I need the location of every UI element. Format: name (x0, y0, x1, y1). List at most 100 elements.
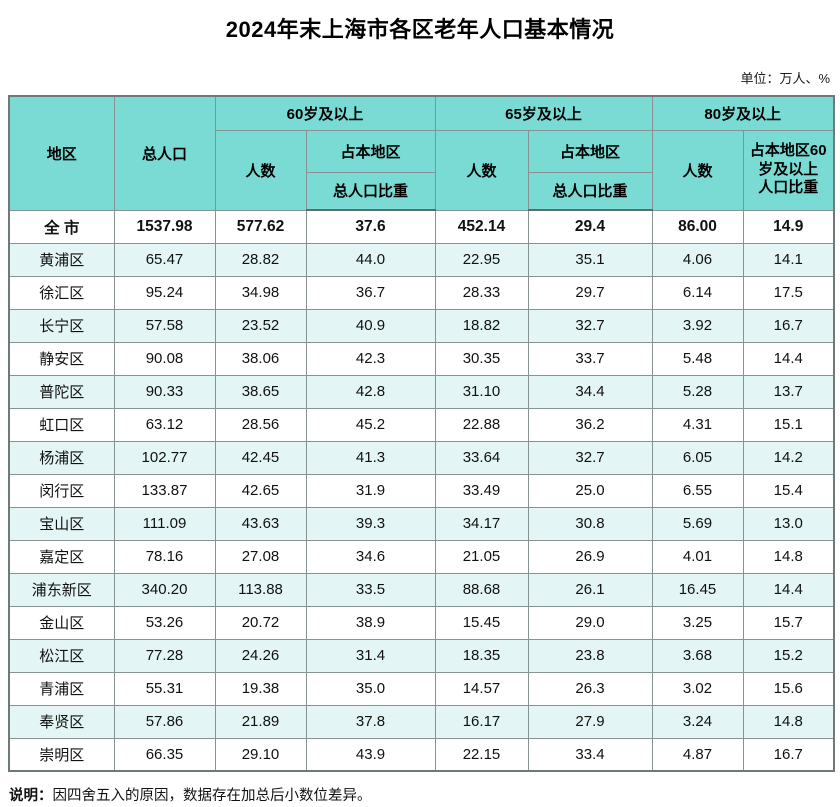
value-cell: 33.49 (434, 473, 529, 508)
unit-note: 单位：万人、% (740, 71, 830, 86)
table-row: 宝山区 111.09 43.63 39.3 34.17 30.8 5.69 13.0 (8, 506, 835, 541)
value-cell: 13.0 (742, 506, 835, 541)
value-cell: 19.38 (214, 671, 307, 706)
value-cell: 22.88 (434, 407, 529, 442)
value-cell: 15.45 (434, 605, 529, 640)
table-row: 杨浦区 102.77 42.45 41.3 33.64 32.7 6.05 14.2 (8, 440, 835, 475)
value-cell: 4.87 (651, 737, 744, 772)
value-cell: 53.26 (113, 605, 216, 640)
value-cell: 5.69 (651, 506, 744, 541)
value-cell: 34.4 (527, 374, 653, 409)
footnote-text: 因四舍五入的原因，数据存在加总后小数位差异。 (52, 788, 372, 804)
region-cell: 闵行区 (8, 473, 115, 508)
table-row: 普陀区 90.33 38.65 42.8 31.10 34.4 5.28 13.7 (8, 374, 835, 409)
header-count-80: 人数 (651, 129, 744, 211)
value-cell: 3.25 (651, 605, 744, 640)
value-cell: 26.1 (527, 572, 653, 607)
header-ratio-65-top: 占本地区 (527, 129, 653, 173)
value-cell: 28.56 (214, 407, 307, 442)
value-cell: 31.10 (434, 374, 529, 409)
header-count-60: 人数 (214, 129, 307, 211)
value-cell: 4.01 (651, 539, 744, 574)
value-cell: 22.15 (434, 737, 529, 772)
value-cell: 29.7 (527, 275, 653, 310)
value-cell: 15.6 (742, 671, 835, 706)
region-cell: 虹口区 (8, 407, 115, 442)
value-cell: 42.65 (214, 473, 307, 508)
region-cell: 浦东新区 (8, 572, 115, 607)
table-row: 金山区 53.26 20.72 38.9 15.45 29.0 3.25 15.7 (8, 605, 835, 640)
value-cell: 102.77 (113, 440, 216, 475)
value-cell: 5.28 (651, 374, 744, 409)
value-cell: 42.45 (214, 440, 307, 475)
table-row: 长宁区 57.58 23.52 40.9 18.82 32.7 3.92 16.7 (8, 308, 835, 343)
value-cell: 32.7 (527, 308, 653, 343)
value-cell: 13.7 (742, 374, 835, 409)
value-cell: 77.28 (113, 638, 216, 673)
value-cell: 37.8 (305, 704, 436, 739)
value-cell: 16.45 (651, 572, 744, 607)
value-cell: 25.0 (527, 473, 653, 508)
region-cell: 静安区 (8, 341, 115, 376)
header-ratio-60-top: 占本地区 (305, 129, 436, 173)
value-cell: 15.1 (742, 407, 835, 442)
value-cell: 14.9 (742, 209, 835, 244)
value-cell: 38.06 (214, 341, 307, 376)
region-cell: 徐汇区 (8, 275, 115, 310)
value-cell: 15.7 (742, 605, 835, 640)
value-cell: 41.3 (305, 440, 436, 475)
value-cell: 31.9 (305, 473, 436, 508)
value-cell: 34.6 (305, 539, 436, 574)
region-cell: 全 市 (8, 209, 115, 244)
value-cell: 55.31 (113, 671, 216, 706)
value-cell: 42.3 (305, 341, 436, 376)
value-cell: 45.2 (305, 407, 436, 442)
value-cell: 36.7 (305, 275, 436, 310)
value-cell: 27.08 (214, 539, 307, 574)
table-row: 奉贤区 57.86 21.89 37.8 16.17 27.9 3.24 14.8 (8, 704, 835, 739)
value-cell: 5.48 (651, 341, 744, 376)
value-cell: 4.31 (651, 407, 744, 442)
header-ratio-65-bottom: 总人口比重 (527, 171, 653, 211)
table-row: 浦东新区 340.20 113.88 33.5 88.68 26.1 16.45 14.4 (8, 572, 835, 607)
value-cell: 23.8 (527, 638, 653, 673)
value-cell: 35.1 (527, 242, 653, 277)
value-cell: 32.7 (527, 440, 653, 475)
value-cell: 26.9 (527, 539, 653, 574)
value-cell: 22.95 (434, 242, 529, 277)
value-cell: 14.4 (742, 572, 835, 607)
value-cell: 340.20 (113, 572, 216, 607)
value-cell: 57.58 (113, 308, 216, 343)
value-cell: 24.26 (214, 638, 307, 673)
value-cell: 33.4 (527, 737, 653, 772)
value-cell: 78.16 (113, 539, 216, 574)
header-group-65plus: 65岁及以上 (434, 95, 653, 131)
value-cell: 452.14 (434, 209, 529, 244)
region-cell: 杨浦区 (8, 440, 115, 475)
value-cell: 40.9 (305, 308, 436, 343)
value-cell: 3.92 (651, 308, 744, 343)
value-cell: 17.5 (742, 275, 835, 310)
value-cell: 14.8 (742, 704, 835, 739)
value-cell: 90.33 (113, 374, 216, 409)
header-ratio-80: 占本地区60 岁及以上 人口比重 (742, 129, 835, 211)
value-cell: 29.0 (527, 605, 653, 640)
value-cell: 90.08 (113, 341, 216, 376)
value-cell: 6.55 (651, 473, 744, 508)
region-cell: 金山区 (8, 605, 115, 640)
value-cell: 88.68 (434, 572, 529, 607)
value-cell: 44.0 (305, 242, 436, 277)
value-cell: 30.8 (527, 506, 653, 541)
region-cell: 宝山区 (8, 506, 115, 541)
page-title: 2024年末上海市各区老年人口基本情况 (225, 17, 615, 42)
value-cell: 111.09 (113, 506, 216, 541)
value-cell: 14.1 (742, 242, 835, 277)
region-cell: 黄浦区 (8, 242, 115, 277)
table-row: 嘉定区 78.16 27.08 34.6 21.05 26.9 4.01 14.8 (8, 539, 835, 574)
value-cell: 577.62 (214, 209, 307, 244)
header-total-population: 总人口 (113, 95, 216, 211)
footnote-label: 说明： (9, 788, 53, 804)
table-body: 全 市 1537.98 577.62 37.6 452.14 29.4 86.00 14.9 黄… (8, 209, 835, 772)
value-cell: 15.4 (742, 473, 835, 508)
value-cell: 35.0 (305, 671, 436, 706)
